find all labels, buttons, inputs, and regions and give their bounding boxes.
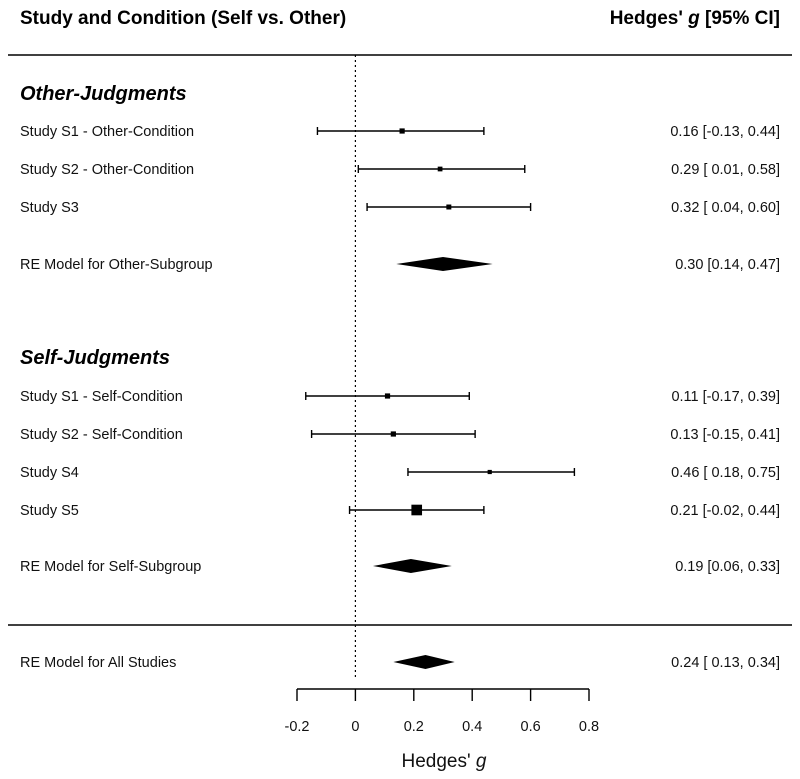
effect-value: 0.46 [ 0.18, 0.75]: [671, 465, 780, 481]
study-row: Study S5 0.21 [-0.02, 0.44]: [20, 503, 780, 519]
summary-label: RE Model for Self-Subgroup: [20, 559, 201, 575]
summary-value: 0.30 [0.14, 0.47]: [675, 257, 780, 273]
point-estimate-square: [399, 128, 405, 134]
study-label: Study S5: [20, 503, 79, 519]
summary-row: RE Model for All Studies 0.24 [ 0.13, 0.3…: [20, 655, 780, 671]
summary-value: 0.24 [ 0.13, 0.34]: [671, 655, 780, 671]
summary-label: RE Model for Other-Subgroup: [20, 257, 213, 273]
point-estimate-square: [390, 431, 396, 437]
effect-value: 0.11 [-0.17, 0.39]: [671, 389, 780, 405]
study-label: Study S2 - Self-Condition: [20, 427, 183, 443]
summary-row: RE Model for Self-Subgroup 0.19 [0.06, 0.…: [20, 559, 780, 575]
point-estimate-square: [384, 393, 391, 399]
effect-value: 0.13 [-0.15, 0.41]: [670, 427, 780, 443]
study-row: Study S2 - Other-Condition 0.29 [ 0.01, 0…: [20, 162, 780, 178]
study-row: Study S3 0.32 [ 0.04, 0.60]: [20, 200, 780, 216]
point-estimate-square: [437, 166, 443, 172]
x-axis-tick-label: 0.6: [521, 719, 541, 735]
study-label: Study S1 - Self-Condition: [20, 389, 183, 405]
point-estimate-square: [487, 469, 492, 475]
chart-title: Study and Condition (Self vs. Other): [20, 8, 346, 29]
x-axis: -0.2 0 0.2 0.4 0.6 0.8: [285, 688, 599, 735]
group-heading-self: Self-Judgments: [20, 347, 170, 369]
study-row: Study S1 - Other-Condition 0.16 [-0.13, 0…: [20, 124, 780, 140]
study-label: Study S2 - Other-Condition: [20, 162, 194, 178]
effect-value: 0.32 [ 0.04, 0.60]: [671, 200, 780, 216]
forest-rows: Study S1 - Other-Condition 0.16 [-0.13, 0…: [20, 124, 780, 671]
summary-diamond: [372, 559, 452, 573]
summary-diamond: [396, 257, 493, 271]
x-axis-tick-label: 0.8: [579, 719, 599, 735]
study-row: Study S2 - Self-Condition 0.13 [-0.15, 0.…: [20, 427, 780, 443]
study-label: Study S4: [20, 465, 79, 481]
x-axis-tick-label: 0: [351, 719, 359, 735]
point-estimate-square: [411, 504, 423, 516]
x-axis-title: Hedges' g: [402, 751, 487, 772]
x-axis-tick-label: -0.2: [285, 719, 310, 735]
effect-value: 0.29 [ 0.01, 0.58]: [671, 162, 780, 178]
summary-diamond: [393, 655, 455, 669]
summary-value: 0.19 [0.06, 0.33]: [675, 559, 780, 575]
study-row: Study S1 - Self-Condition 0.11 [-0.17, 0.…: [20, 389, 780, 405]
effect-column-header: Hedges' g [95% CI]: [610, 8, 780, 29]
summary-label: RE Model for All Studies: [20, 655, 176, 671]
group-heading-other: Other-Judgments: [20, 83, 187, 105]
study-label: Study S1 - Other-Condition: [20, 124, 194, 140]
x-axis-tick-label: 0.4: [462, 719, 482, 735]
effect-value: 0.16 [-0.13, 0.44]: [670, 124, 780, 140]
study-row: Study S4 0.46 [ 0.18, 0.75]: [20, 465, 780, 481]
point-estimate-square: [446, 204, 452, 210]
study-label: Study S3: [20, 200, 79, 216]
x-axis-tick-label: 0.2: [404, 719, 424, 735]
summary-row: RE Model for Other-Subgroup 0.30 [0.14, 0…: [20, 257, 780, 273]
effect-value: 0.21 [-0.02, 0.44]: [670, 503, 780, 519]
